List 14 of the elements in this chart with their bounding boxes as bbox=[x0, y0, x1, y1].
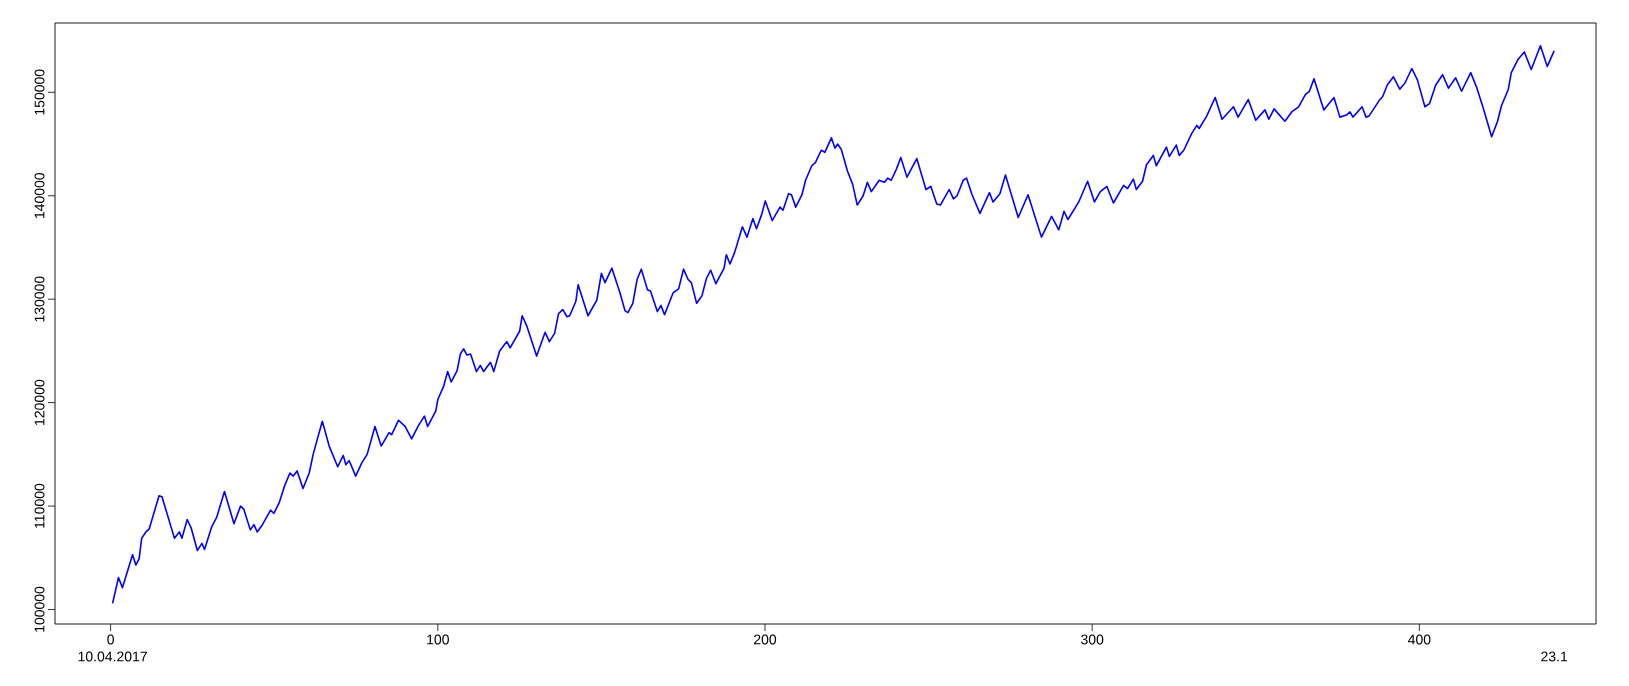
y-tick-label: 120000 bbox=[34, 379, 45, 425]
y-tick-label: 110000 bbox=[34, 483, 45, 528]
y-tick-label: 150000 bbox=[34, 69, 45, 115]
text: 23.1 bbox=[1541, 651, 1568, 662]
y-tick-label: 130000 bbox=[34, 276, 45, 322]
y-tick-label: 140000 bbox=[34, 172, 45, 219]
y-tick-label: 100000 bbox=[34, 586, 45, 632]
x-tick-label: 200 bbox=[754, 634, 777, 645]
line-series bbox=[111, 44, 1555, 605]
x-tick-label: 100 bbox=[427, 634, 449, 645]
x-tick-label: 300 bbox=[1081, 634, 1104, 645]
x-tick-label: 400 bbox=[1407, 634, 1431, 645]
text: 10.04.2017 bbox=[78, 651, 147, 662]
x-tick-label: 0 bbox=[107, 634, 114, 645]
